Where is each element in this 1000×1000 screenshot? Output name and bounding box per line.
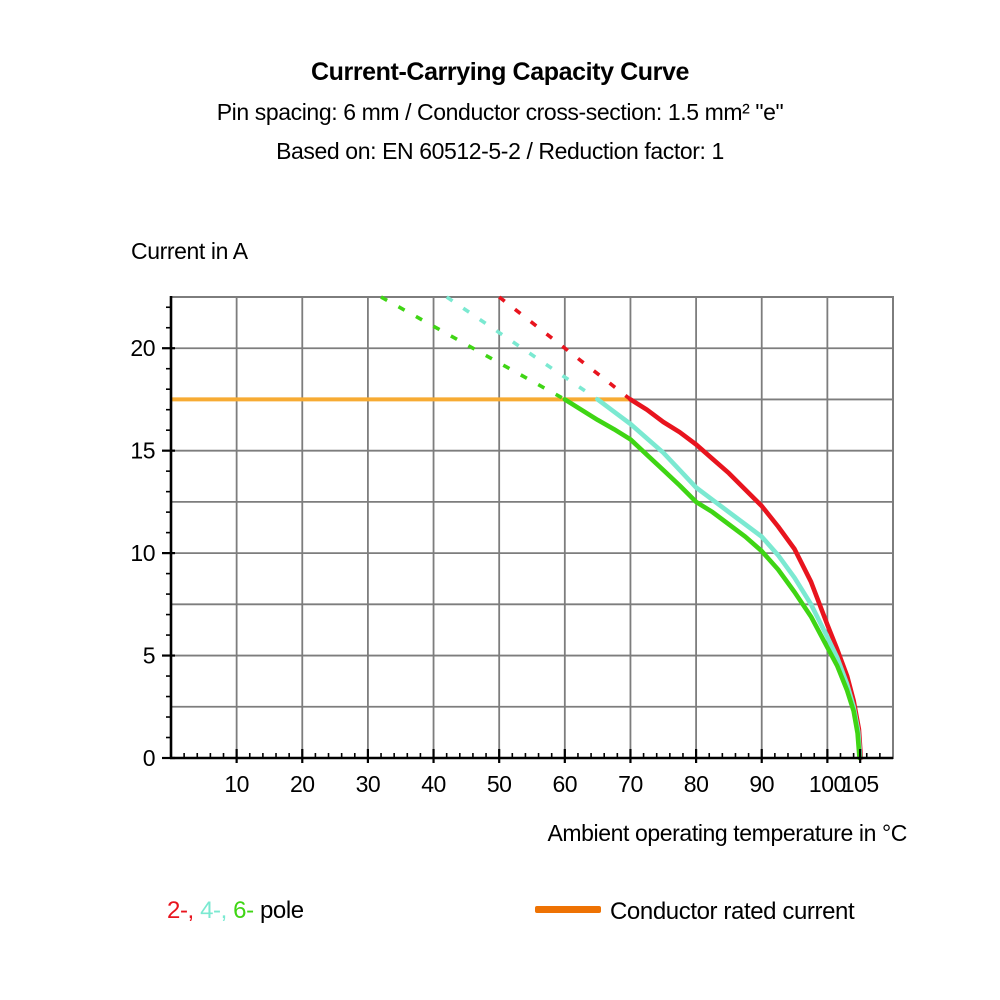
y-tick-label: 15	[130, 438, 155, 464]
curve-solid-6-pole	[562, 397, 862, 761]
legend-pole-2: 2-,	[167, 897, 194, 924]
y-tick-label: 5	[143, 643, 155, 669]
curve-dashed-2-pole	[498, 295, 632, 401]
legend-pole-suffix: pole	[253, 897, 304, 924]
x-tick-label: 80	[684, 771, 709, 797]
curve-solid-4-pole	[595, 397, 863, 761]
plot-border	[170, 296, 894, 759]
y-tick-label: 20	[130, 335, 155, 361]
x-tick-label: 30	[356, 771, 381, 797]
chart-subtitle-standard: Based on: EN 60512-5-2 / Reduction facto…	[276, 138, 724, 164]
x-tick-label: 60	[553, 771, 578, 797]
x-tick-label: 90	[749, 771, 774, 797]
x-tick-label: 70	[618, 771, 643, 797]
legend-poles: 2-, 4-, 6- pole	[167, 897, 304, 925]
x-tick-label: 100	[809, 771, 846, 797]
x-tick-label: 105	[842, 771, 879, 797]
rated-current-swatch	[535, 906, 601, 913]
x-axis-title: Ambient operating temperature in °C	[547, 820, 907, 846]
legend-rated-current: Conductor rated current	[610, 898, 855, 925]
x-tick-label: 10	[224, 771, 249, 797]
curve-solid-2-pole	[628, 397, 864, 761]
y-tick-label: 10	[130, 540, 155, 566]
x-tick-label: 40	[421, 771, 446, 797]
y-tick-label: 0	[143, 745, 155, 771]
chart-subtitle-spacing: Pin spacing: 6 mm / Conductor cross-sect…	[216, 99, 784, 125]
x-tick-label: 20	[290, 771, 315, 797]
chart-title: Current-Carrying Capacity Curve	[311, 58, 689, 86]
curve-dashed-6-pole	[380, 295, 566, 401]
y-axis-title: Current in A	[131, 238, 248, 264]
legend-pole-6: 6-	[226, 897, 254, 924]
x-tick-label: 50	[487, 771, 512, 797]
legend-pole-4: 4-,	[193, 897, 227, 924]
